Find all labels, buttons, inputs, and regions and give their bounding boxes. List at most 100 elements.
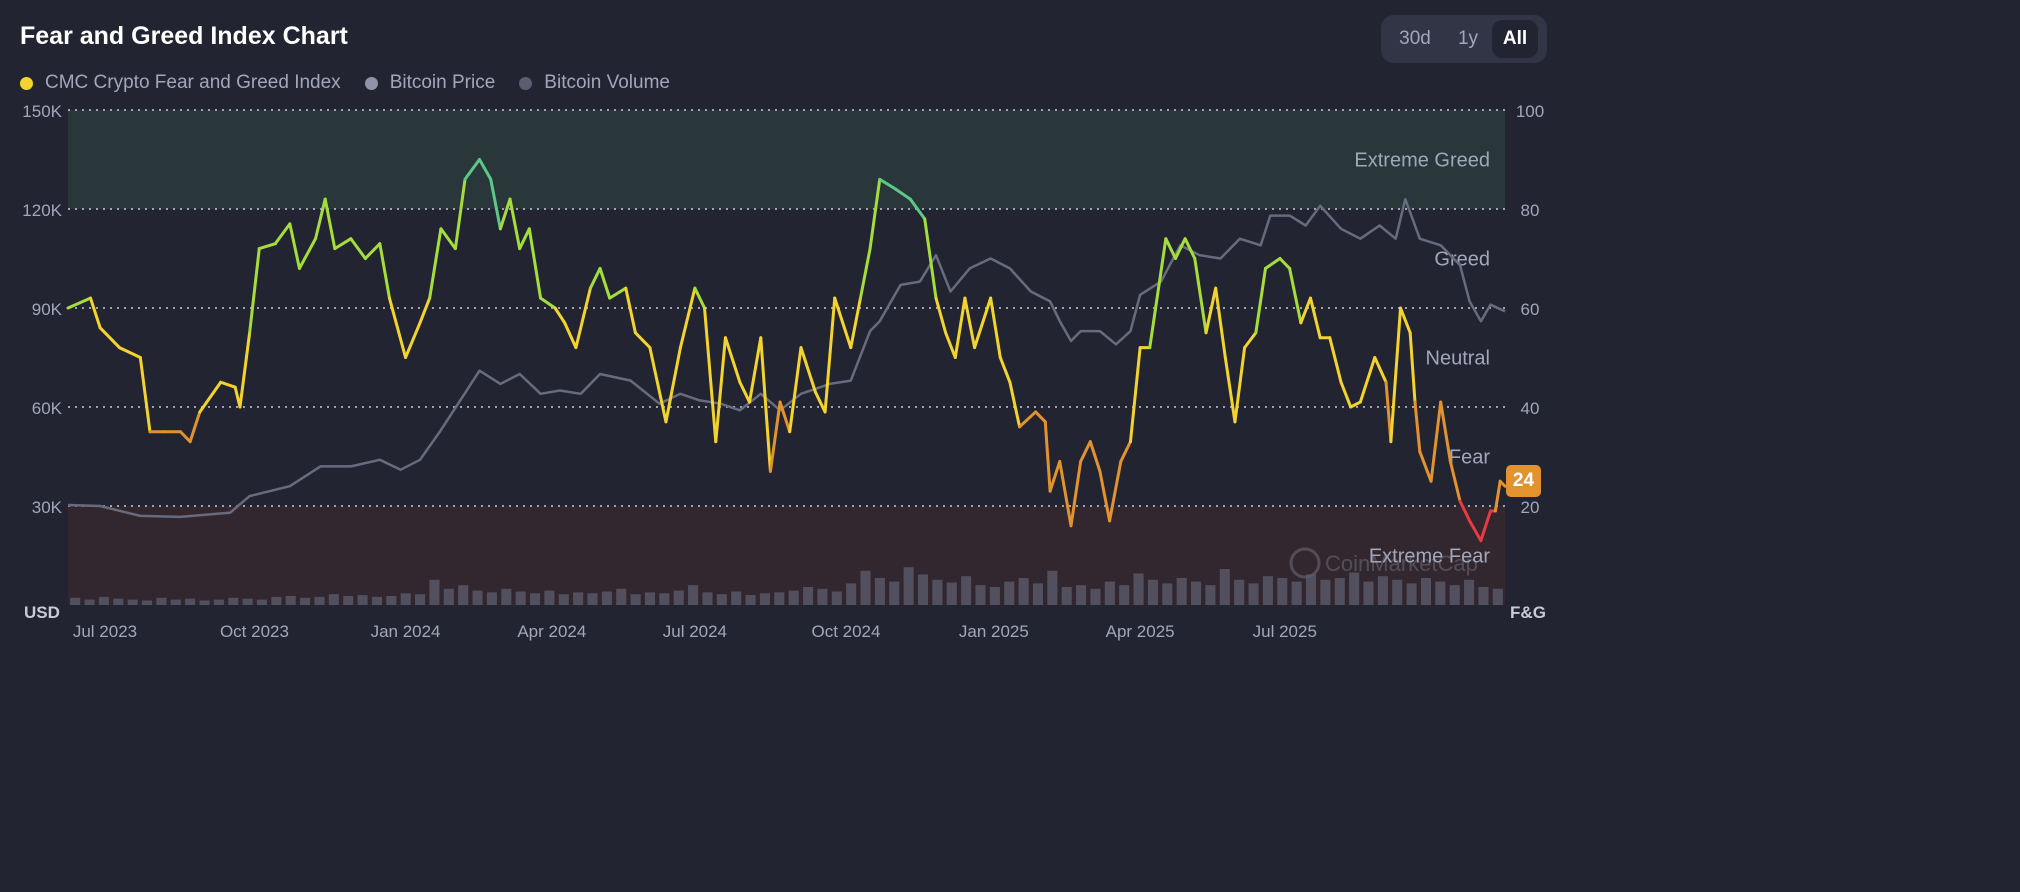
volume-bar	[544, 590, 555, 605]
fear-greed-line-segment	[1408, 331, 1417, 404]
fear-greed-line-segment	[477, 158, 493, 181]
left-axis-tick: 60K	[32, 399, 63, 418]
volume-bar	[314, 596, 325, 605]
volume-bar	[1478, 587, 1489, 605]
fear-greed-line-segment	[1204, 286, 1218, 335]
fear-greed-line-segment	[574, 286, 592, 350]
legend-item-bitcoin-price[interactable]: Bitcoin Price	[364, 72, 495, 94]
fear-greed-line-segment	[117, 346, 142, 359]
volume-bar	[946, 582, 957, 605]
fear-greed-line-segment	[273, 222, 292, 246]
volume-bar	[1047, 570, 1058, 605]
fear-greed-line-segment	[833, 296, 853, 350]
volume-bar	[803, 587, 814, 605]
x-axis-tick: Jul 2023	[73, 622, 137, 641]
fear-greed-line-segment	[878, 177, 898, 191]
volume-bar	[1464, 579, 1475, 605]
fear-greed-line-segment	[1468, 519, 1483, 543]
fear-greed-line-segment	[198, 380, 223, 414]
fear-greed-line-segment	[1429, 400, 1443, 483]
volume-bar	[357, 595, 368, 605]
volume-bar	[371, 596, 382, 605]
legend-dot-icon	[20, 76, 33, 90]
right-axis-tick: 40	[1521, 399, 1540, 418]
volume-bar	[285, 596, 296, 605]
fear-greed-line-segment	[1358, 356, 1377, 404]
fear-greed-line-segment	[598, 266, 612, 300]
volume-bar	[228, 597, 239, 605]
fear-greed-line-segment	[768, 400, 782, 473]
bitcoin-price-line	[67, 197, 1506, 519]
volume-bar	[443, 588, 454, 605]
legend-item-fear-greed[interactable]: CMC Crypto Fear and Greed Index	[20, 72, 341, 94]
fear-greed-line-segment	[823, 296, 837, 414]
right-axis-tick: 60	[1521, 300, 1540, 319]
volume-bar	[113, 598, 124, 605]
fear-greed-line-segment	[518, 227, 531, 251]
volume-bar	[1334, 578, 1345, 605]
fear-greed-line-segment	[714, 336, 727, 444]
volume-bar	[1147, 579, 1158, 605]
fear-greed-line-segment	[1309, 296, 1322, 340]
volume-bar	[127, 599, 138, 605]
volume-bar	[1090, 588, 1101, 605]
volume-bar	[1420, 578, 1431, 605]
legend-dot-icon	[519, 76, 533, 90]
fear-greed-line-segment	[1058, 459, 1073, 528]
x-axis-tick: Oct 2024	[811, 622, 880, 641]
fear-greed-line-segment	[1389, 306, 1403, 444]
fear-greed-line-segment	[664, 346, 682, 424]
fear-greed-line-segment	[1413, 400, 1422, 454]
fear-greed-line-segment	[624, 286, 637, 335]
fear-greed-line-segment	[314, 197, 327, 241]
range-30d-button[interactable]: 30d	[1399, 28, 1431, 49]
volume-bar	[903, 567, 914, 605]
range-1y-button[interactable]: 1y	[1457, 28, 1479, 49]
fear-greed-line-segment	[378, 242, 391, 300]
range-all-button[interactable]: All	[1492, 20, 1538, 58]
volume-bar	[84, 599, 95, 605]
volume-bar	[472, 590, 483, 605]
fear-greed-line-segment	[989, 296, 1002, 359]
fear-greed-line-segment	[1418, 450, 1433, 483]
fear-greed-line-segment	[1164, 237, 1177, 260]
fear-greed-line-segment	[297, 237, 318, 270]
fear-greed-line-segment	[1043, 420, 1052, 493]
fear-greed-line-segment	[1183, 237, 1197, 260]
fear-greed-line-segment	[1349, 400, 1362, 409]
volume-bar	[185, 598, 196, 605]
fear-greed-line-segment	[1108, 459, 1123, 523]
fear-greed-line-segment	[1328, 336, 1343, 384]
fear-greed-line-segment	[553, 306, 567, 325]
left-axis-tick: 90K	[32, 300, 63, 319]
x-axis-tick: Jan 2025	[959, 622, 1029, 641]
volume-bar	[1320, 579, 1331, 605]
fear-greed-line-segment	[98, 326, 121, 350]
legend-dot-icon	[364, 76, 378, 90]
volume-bar	[1277, 578, 1288, 605]
fear-greed-line-segment	[1233, 346, 1247, 424]
fear-greed-line-segment	[1018, 410, 1038, 429]
volume-bar	[70, 597, 81, 605]
zone-label: Fear	[1449, 447, 1490, 469]
volume-bar	[1133, 573, 1144, 605]
watermark-text: CoinMarketCap	[1325, 551, 1478, 576]
fear-greed-line-segment	[1048, 459, 1062, 493]
fear-greed-line-segment	[539, 296, 557, 310]
volume-bar	[1162, 583, 1173, 605]
volume-bar	[644, 592, 656, 605]
volume-bar	[601, 591, 612, 605]
x-axis-tick: Apr 2025	[1106, 622, 1175, 641]
fear-greed-line-segment	[1034, 410, 1047, 424]
fear-greed-line-segment	[463, 158, 481, 181]
coinmarketcap-logo-icon	[1289, 547, 1321, 579]
fear-greed-line-segment	[89, 296, 102, 330]
legend-item-bitcoin-volume[interactable]: Bitcoin Volume	[519, 72, 670, 94]
left-axis-tick: 120K	[22, 201, 62, 220]
zone-label: Extreme Greed	[1354, 150, 1490, 172]
fear-greed-line-segment	[489, 177, 502, 231]
x-axis-tick: Jan 2024	[371, 622, 441, 641]
fear-greed-line-segment	[608, 286, 628, 300]
fear-greed-line-segment	[953, 296, 967, 359]
